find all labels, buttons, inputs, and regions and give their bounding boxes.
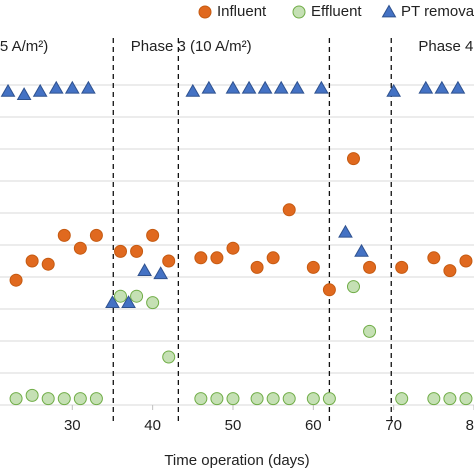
x-tick-label: 60 xyxy=(305,417,322,434)
data-point xyxy=(32,83,48,97)
data-point xyxy=(57,228,71,242)
legend-label: Influent xyxy=(217,3,267,20)
data-point xyxy=(354,243,369,257)
data-point xyxy=(89,228,103,242)
legend-marker xyxy=(381,4,397,18)
data-point xyxy=(162,350,176,364)
data-point xyxy=(427,392,441,406)
data-point xyxy=(418,80,434,94)
data-point xyxy=(395,260,409,274)
data-point xyxy=(41,392,55,406)
data-point xyxy=(153,266,169,280)
data-point xyxy=(241,80,257,94)
data-point xyxy=(313,80,329,94)
data-point xyxy=(386,83,402,97)
data-point xyxy=(273,80,289,94)
data-point xyxy=(226,241,240,255)
legend-marker xyxy=(198,5,212,19)
data-point xyxy=(306,392,320,406)
data-point xyxy=(57,392,71,406)
data-point xyxy=(210,392,224,406)
data-point xyxy=(346,280,360,294)
data-point xyxy=(257,80,273,94)
data-point xyxy=(114,289,128,303)
data-point xyxy=(250,260,264,274)
data-point xyxy=(322,283,336,297)
data-point xyxy=(266,251,280,265)
data-point xyxy=(427,251,441,265)
data-point xyxy=(225,80,241,94)
data-point xyxy=(306,260,320,274)
phase-label: Phase 4 xyxy=(418,38,473,55)
data-point xyxy=(322,392,336,406)
data-point xyxy=(459,254,473,268)
phase-label: Phase 3 (10 A/m²) xyxy=(131,38,252,55)
data-point xyxy=(146,228,160,242)
data-point xyxy=(194,392,208,406)
data-point xyxy=(25,388,39,402)
data-point xyxy=(130,289,144,303)
data-point xyxy=(64,80,80,94)
data-point xyxy=(282,392,296,406)
data-point xyxy=(363,260,377,274)
data-point xyxy=(16,87,32,100)
legend-label: PT removal xyxy=(401,3,474,20)
legend-marker xyxy=(292,5,306,19)
data-point xyxy=(289,80,305,94)
data-point xyxy=(130,244,144,258)
data-point xyxy=(114,244,128,258)
data-point xyxy=(105,295,120,308)
data-point xyxy=(137,263,152,276)
data-point xyxy=(266,392,280,406)
data-point xyxy=(73,392,87,406)
data-point xyxy=(443,264,457,278)
data-point xyxy=(346,152,360,166)
data-point xyxy=(250,392,264,406)
data-point xyxy=(201,80,217,94)
data-point xyxy=(162,254,176,268)
data-point xyxy=(459,392,473,406)
phase-label: Phase 2 (5 A/m²) xyxy=(0,38,48,55)
data-point xyxy=(48,80,64,94)
data-point xyxy=(282,203,296,217)
data-point xyxy=(89,392,103,406)
data-point xyxy=(41,257,55,271)
data-point xyxy=(194,251,208,265)
x-tick-label: 70 xyxy=(385,417,402,434)
data-point xyxy=(81,80,96,94)
x-tick-label: 80 xyxy=(466,417,474,434)
data-point xyxy=(210,251,224,265)
legend-label: Effluent xyxy=(311,3,362,20)
x-tick-label: 50 xyxy=(225,417,242,434)
x-axis-label: Time operation (days) xyxy=(164,452,309,469)
data-point xyxy=(338,224,353,238)
data-point xyxy=(450,80,466,94)
data-point xyxy=(0,83,16,97)
x-tick-label: 30 xyxy=(64,417,81,434)
data-point xyxy=(9,273,23,287)
data-point xyxy=(226,392,240,406)
data-point xyxy=(25,254,39,268)
data-point xyxy=(9,392,23,406)
data-point xyxy=(73,241,87,255)
data-point xyxy=(146,296,160,310)
data-point xyxy=(395,392,409,406)
data-point xyxy=(443,392,457,406)
data-point xyxy=(185,83,201,97)
data-point xyxy=(363,324,377,338)
data-point xyxy=(434,80,450,94)
x-tick-label: 40 xyxy=(144,417,161,434)
data-point xyxy=(121,295,136,308)
